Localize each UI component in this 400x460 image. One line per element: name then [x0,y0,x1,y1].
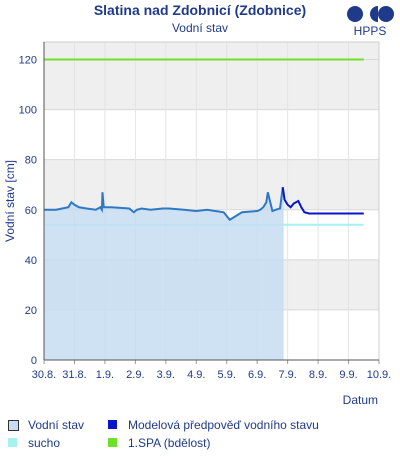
x-tick-label: 3.9. [157,369,175,381]
y-axis-label: Vodní stav [cm] [3,160,17,242]
water-level-area [44,187,283,360]
y-tick-label: 60 [25,205,37,217]
x-tick-label: 6.9. [248,369,266,381]
x-tick-label: 2.9. [126,369,144,381]
x-tick-label: 31.8. [62,369,86,381]
legend-swatch [108,420,117,429]
x-axis-label: Datum [343,393,378,407]
y-tick-label: 20 [25,305,37,317]
legend-label: sucho [28,436,61,450]
x-tick-label: 4.9. [187,369,205,381]
y-tick-label: 40 [25,255,37,267]
water-level-chart: 0 20 40 60 80 100 120 30.8. 31.8. 1.9. 2.9. 3.9. 4.9… [3,41,391,407]
forecast-line [281,187,364,215]
legend-swatch [8,438,17,447]
logo-text: HPPS [353,24,387,38]
y-tick-label: 120 [19,55,37,67]
x-tick-label: 10.9. [367,369,391,381]
x-tick-label: 1.9. [96,369,114,381]
legend-swatch [8,420,19,431]
y-tick-label: 0 [31,355,37,367]
chart-title: Slatina nad Zdobnicí (Zdobnice) [93,2,307,18]
y-tick-label: 100 [19,105,37,117]
hpps-logo-icon [347,6,394,22]
legend-label: Vodní stav [28,418,85,432]
legend-swatch [108,438,117,447]
chart-subtitle: Vodní stav [171,21,229,35]
legend-label: 1.SPA (bdělost) [128,436,211,450]
plot-band [44,42,379,60]
x-tick-label: 7.9. [278,369,296,381]
x-tick-label: 5.9. [218,369,236,381]
plot-band [44,159,379,210]
plot-band [44,59,379,110]
legend-label: Modelová předpověď vodního stavu [128,418,319,432]
hpps-logo: HPPS [345,4,395,40]
y-tick-label: 80 [25,155,37,167]
x-tick-label: 30.8. [32,369,56,381]
x-tick-label: 8.9. [309,369,327,381]
x-tick-label: 9.9. [339,369,357,381]
water-level-line [44,187,284,222]
